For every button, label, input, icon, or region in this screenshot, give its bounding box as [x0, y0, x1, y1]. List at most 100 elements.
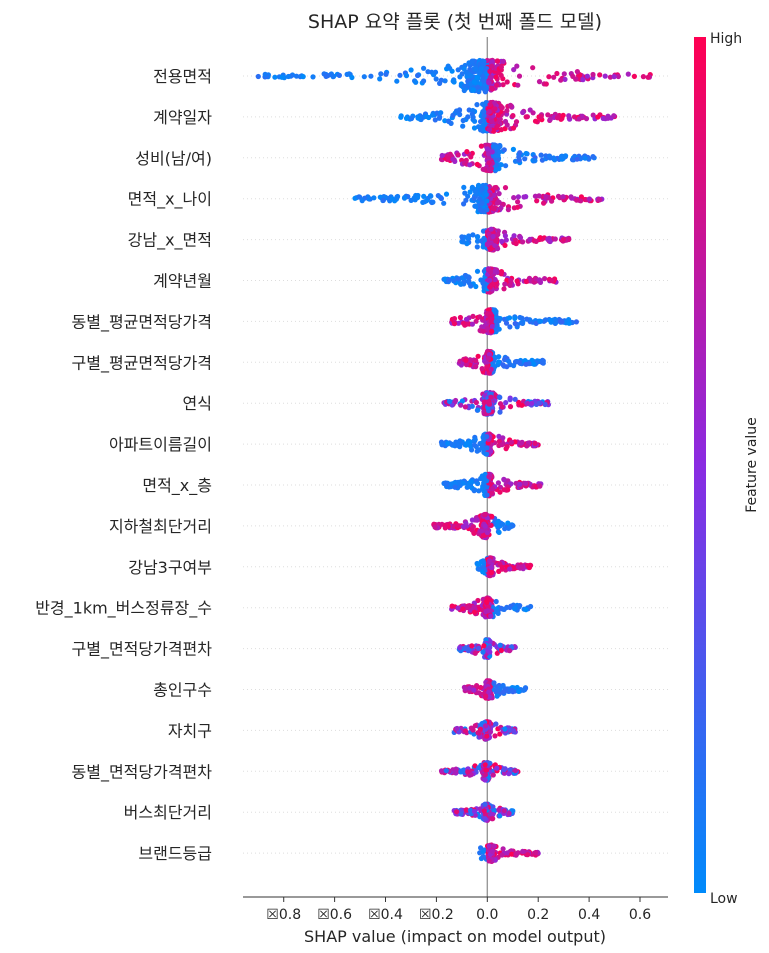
shap-point	[548, 239, 553, 244]
shap-point	[501, 477, 506, 482]
shap-point	[505, 79, 510, 84]
shap-point	[543, 194, 548, 199]
shap-point	[601, 116, 606, 121]
shap-point	[495, 123, 500, 128]
shap-point	[456, 523, 461, 528]
shap-point	[506, 359, 511, 364]
shap-point	[467, 162, 472, 167]
shap-point	[498, 205, 503, 210]
shap-point	[394, 195, 399, 200]
shap-point	[534, 198, 539, 203]
shap-point	[473, 189, 478, 194]
shap-point	[611, 113, 616, 118]
shap-point	[500, 435, 505, 440]
shap-point	[421, 78, 426, 83]
feature-swarm-9	[441, 390, 551, 417]
feature-gridlines	[243, 76, 668, 853]
shap-point	[512, 316, 517, 321]
shap-point	[524, 151, 529, 156]
shap-point	[516, 850, 521, 855]
shap-point	[481, 854, 486, 859]
shap-point	[529, 401, 534, 406]
shap-point	[499, 65, 504, 70]
shap-point	[468, 154, 473, 159]
shap-point	[452, 770, 457, 775]
shap-point	[520, 849, 525, 854]
shap-point	[587, 196, 592, 201]
shap-point	[500, 852, 505, 857]
shap-point	[482, 808, 487, 813]
shap-point	[548, 117, 553, 122]
shap-point	[413, 197, 418, 202]
shap-point	[484, 452, 489, 457]
shap-point	[485, 530, 490, 535]
shap-point	[433, 70, 438, 75]
chart-title: SHAP 요약 플롯 (첫 번째 폴드 모델)	[308, 11, 602, 33]
feature-label: 구별_평균면적당가격	[72, 353, 212, 373]
shap-point	[502, 607, 507, 612]
shap-point	[476, 690, 481, 695]
feature-label: 연식	[183, 394, 212, 413]
shap-point	[490, 816, 495, 821]
shap-point	[458, 282, 463, 287]
shap-point	[434, 76, 439, 81]
shap-point	[494, 766, 499, 771]
shap-point	[514, 241, 519, 246]
feature-label: 계약일자	[153, 108, 212, 127]
shap-point	[471, 524, 476, 529]
shap-point	[472, 438, 477, 443]
shap-point	[525, 852, 530, 857]
shap-point	[575, 157, 580, 162]
shap-point	[480, 102, 485, 107]
shap-point	[549, 278, 554, 283]
shap-point	[507, 324, 512, 329]
shap-point	[484, 445, 489, 450]
shap-point	[457, 74, 462, 79]
shap-point	[561, 237, 566, 242]
shap-point	[402, 195, 407, 200]
shap-point	[450, 113, 455, 118]
shap-point	[455, 726, 460, 731]
feature-swarm-12	[431, 512, 515, 541]
shap-point	[446, 277, 451, 282]
shap-point	[473, 723, 478, 728]
shap-point	[475, 407, 480, 412]
shap-point	[490, 149, 495, 154]
shap-point	[463, 404, 468, 409]
shap-point	[527, 237, 532, 242]
shap-point	[585, 74, 590, 79]
shap-point	[524, 443, 529, 448]
feature-swarm-7	[449, 307, 579, 335]
shap-point	[500, 565, 505, 570]
shap-point	[456, 443, 461, 448]
shap-point	[502, 282, 507, 287]
shap-point	[409, 67, 414, 72]
shap-point	[473, 651, 478, 656]
shap-point	[360, 198, 365, 203]
shap-point	[470, 517, 475, 522]
shap-point	[626, 72, 631, 77]
shap-point	[551, 75, 556, 80]
x-tick-label: 0.2	[527, 907, 549, 923]
feature-label: 동별_평균면적당가격	[72, 312, 212, 332]
shap-point	[506, 771, 511, 776]
shap-point	[511, 126, 516, 131]
shap-point	[481, 78, 486, 83]
shap-point	[457, 438, 462, 443]
shap-point	[492, 733, 497, 738]
shap-point	[502, 808, 507, 813]
shap-point	[487, 558, 492, 563]
shap-point	[534, 239, 539, 244]
shap-point	[499, 648, 504, 653]
shap-point	[522, 156, 527, 161]
shap-point	[487, 102, 492, 107]
shap-point	[474, 400, 479, 405]
shap-point	[536, 193, 541, 198]
shap-point	[368, 74, 373, 79]
shap-point	[477, 447, 482, 452]
shap-point	[558, 319, 563, 324]
shap-point	[337, 73, 342, 78]
shap-point	[477, 314, 482, 319]
shap-point	[486, 356, 491, 361]
